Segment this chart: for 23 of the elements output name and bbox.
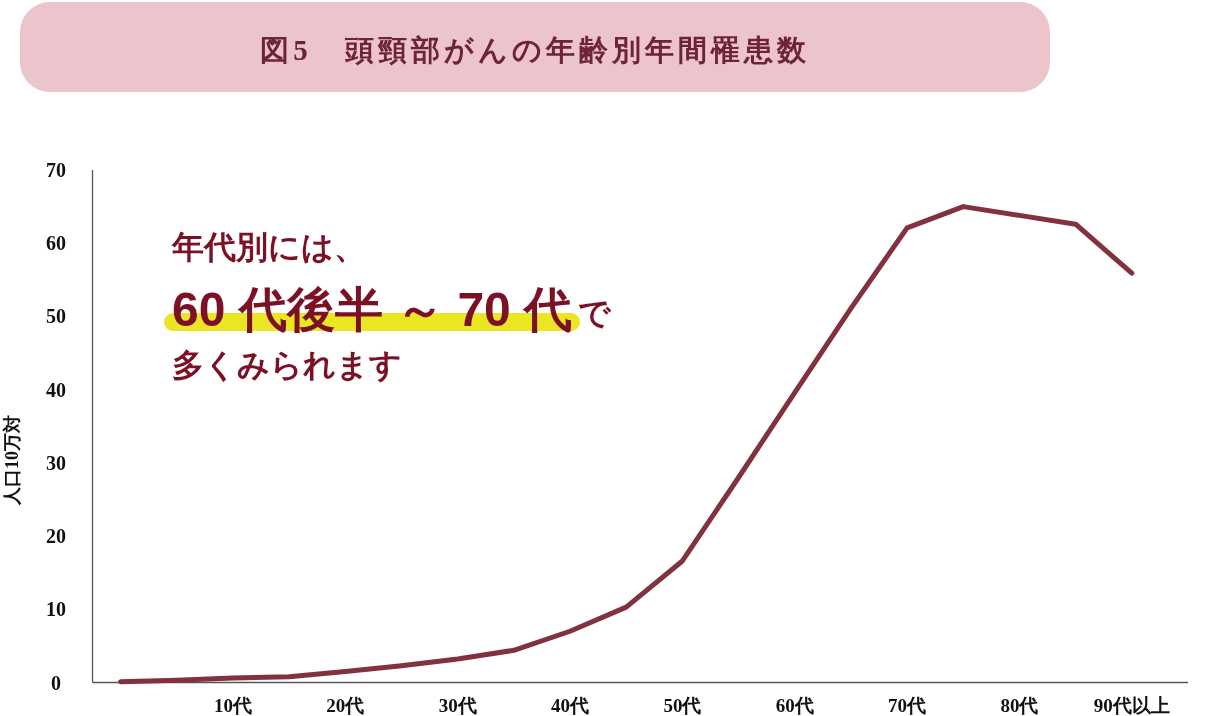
y-tick-label: 30 — [46, 451, 66, 474]
x-tick-label: 50代 — [663, 695, 702, 716]
x-tick-label: 90代以上 — [1093, 695, 1170, 716]
x-tick-label: 30代 — [438, 695, 477, 716]
x-tick-label: 70代 — [888, 695, 927, 716]
y-tick-label: 0 — [51, 671, 61, 694]
y-tick-label: 70 — [46, 159, 66, 181]
y-tick-label: 20 — [46, 525, 66, 548]
y-tick-label: 10 — [46, 598, 66, 621]
title: 図5 頭頸部がんの年齢別年間罹患数 — [20, 2, 1050, 92]
y-tick-label: 50 — [46, 305, 66, 328]
y-tick-label: 40 — [46, 378, 66, 401]
x-tick-label: 20代 — [326, 695, 365, 716]
x-tick-label: 60代 — [775, 695, 814, 716]
x-tick-label: 80代 — [1000, 695, 1039, 716]
annotation: で — [578, 295, 613, 331]
annotation: 多くみられます — [172, 347, 402, 383]
y-axis-title: 人口10万対 — [2, 415, 22, 506]
annotation: 年代別には、 — [171, 229, 366, 265]
x-tick-label: 10代 — [213, 695, 252, 716]
x-tick-label: 40代 — [551, 695, 590, 716]
y-tick-label: 60 — [46, 232, 66, 255]
chart-title: 図5 頭頸部がんの年齢別年間罹患数 — [260, 34, 810, 66]
